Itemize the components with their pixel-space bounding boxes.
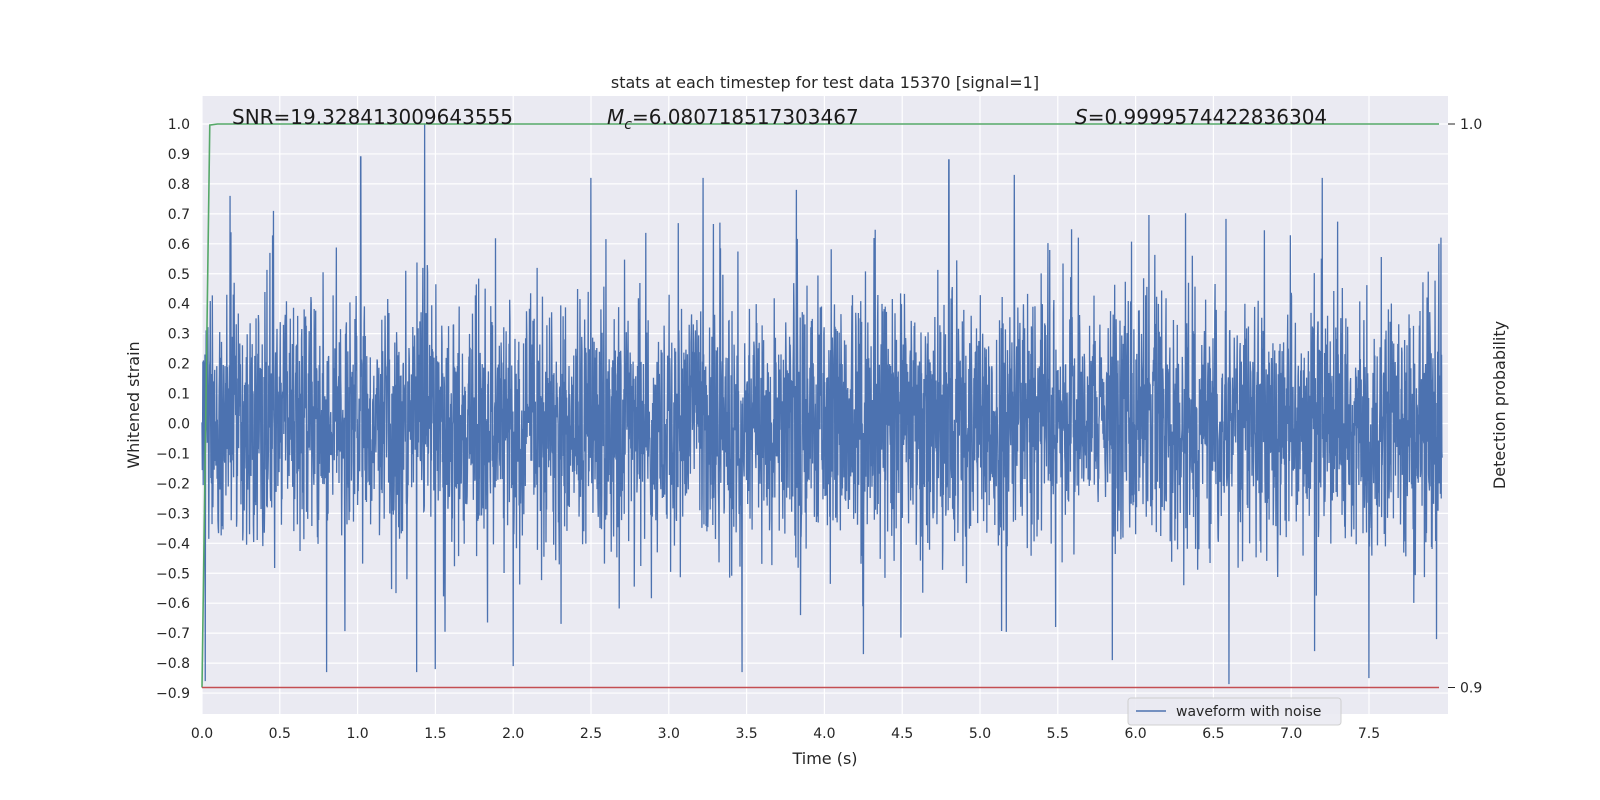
y-tick-label: 0.8 [168,177,190,193]
x-tick-label: 4.5 [891,726,913,742]
y-axis-right-label: Detection probability [1490,321,1509,489]
score-value: =0.9999574422836304 [1088,105,1327,129]
legend-box [1127,697,1342,726]
y-tick-label: −0.4 [156,536,190,552]
x-tick-label: 5.5 [1047,726,1069,742]
score-symbol: S [1075,105,1088,129]
x-tick-label: 5.0 [969,726,991,742]
x-tick-label: 6.0 [1124,726,1146,742]
y-tick-label: −0.1 [156,446,190,462]
legend-label: waveform with noise [1176,704,1321,720]
y-tick-label: −0.8 [156,656,190,672]
y-tick-label: 0.5 [168,267,190,283]
y-tick-label: 0.6 [168,237,190,253]
chirp-mass-value: =6.080718517303467 [632,105,859,129]
chirp-mass-annotation: Mc=6.080718517303467 [607,105,859,133]
series-layer [201,123,1443,689]
y-tick-label: −0.3 [156,506,190,522]
y-tick-label: 0.4 [168,297,190,313]
y-tick-label: −0.9 [156,686,190,702]
x-tick-label: 0.5 [269,726,291,742]
x-tick-label: 4.0 [813,726,835,742]
x-tick-label: 3.5 [735,726,757,742]
x-tick-label: 6.5 [1202,726,1224,742]
series-line-probability [201,123,1440,688]
y-right-tick-label: 1.0 [1460,117,1482,133]
y-right-tick-label: 0.9 [1460,681,1482,697]
snr-annotation: SNR=19.328413009643555 [232,105,513,129]
x-tick-label: 1.5 [424,726,446,742]
y-tick-label: 0.9 [168,147,190,163]
score-annotation: S=0.9999574422836304 [1075,105,1327,129]
x-tick-label: 7.0 [1280,726,1302,742]
legend: waveform with noise [1127,697,1342,726]
y-tick-label: 0.2 [168,357,190,373]
y-tick-label: 0.7 [168,207,190,223]
x-tick-label: 7.5 [1358,726,1380,742]
y-tick-label: 0.0 [168,417,190,433]
x-axis-label: Time (s) [791,749,857,768]
series-line-waveform [201,123,1443,685]
x-tick-label: 3.0 [658,726,680,742]
y-tick-label: −0.7 [156,626,190,642]
y-tick-label: 0.3 [168,327,190,343]
y-tick-label: −0.5 [156,566,190,582]
x-tick-label: 0.0 [191,726,213,742]
y-axis-label: Whitened strain [124,341,143,468]
y-tick-label: −0.2 [156,476,190,492]
chart-title: stats at each timestep for test data 153… [611,73,1039,92]
y-tick-label: 1.0 [168,117,190,133]
ticks: 0.0 0.5 1.0 1.5 2.0 2.5 3.0 3.5 4.0 4.5 5.0 5.5 6.0 6… [156,117,1482,742]
x-tick-label: 2.5 [580,726,602,742]
x-tick-label: 2.0 [502,726,524,742]
y-tick-label: −0.6 [156,596,190,612]
y-tick-label: 0.1 [168,387,190,403]
chirp-mass-symbol: M [607,105,624,129]
chirp-mass-subscript: c [624,117,632,133]
x-tick-label: 1.0 [346,726,368,742]
